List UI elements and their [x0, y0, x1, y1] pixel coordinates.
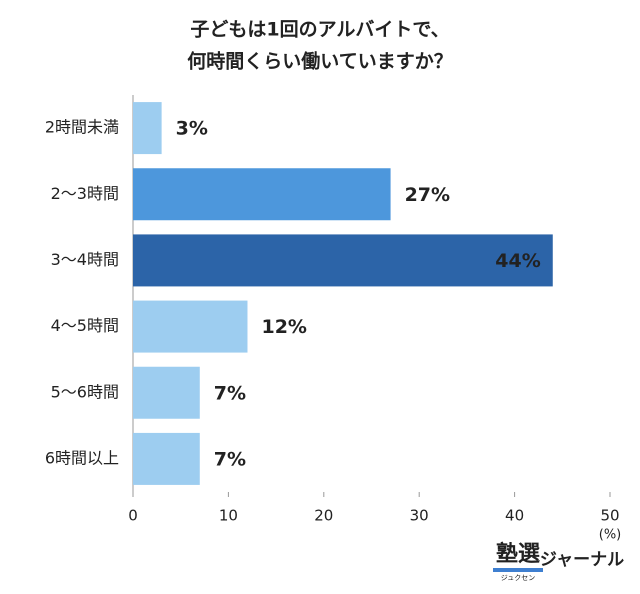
- y-tick-label: 2時間未満: [45, 118, 119, 137]
- bar: [133, 102, 162, 155]
- x-axis-label: (%): [599, 528, 622, 543]
- bar: [133, 300, 248, 353]
- x-tick-label: 50: [600, 507, 619, 525]
- value-label: 7%: [214, 448, 246, 470]
- logo-name: ジャーナル: [540, 550, 624, 570]
- value-label: 44%: [495, 250, 540, 272]
- chart-title: 何時間くらい働いていますか？: [187, 50, 452, 73]
- x-tick-label: 30: [410, 507, 429, 525]
- x-tick-label: 10: [219, 507, 238, 525]
- bar: [133, 234, 553, 287]
- logo-reading: ジュクセン: [501, 574, 536, 582]
- logo: 塾選 ジュクセン ジャーナル: [493, 541, 624, 582]
- y-tick-label: 2〜3時間: [51, 184, 119, 203]
- logo-bar: [493, 568, 543, 572]
- x-tick-label: 40: [505, 507, 524, 525]
- bar: [133, 366, 200, 419]
- x-tick-label: 0: [128, 507, 138, 525]
- value-label: 12%: [261, 316, 306, 338]
- x-tick-label: 20: [314, 507, 333, 525]
- bar: [133, 168, 391, 221]
- logo-mark: 塾選: [496, 541, 540, 567]
- y-tick-label: 3〜4時間: [51, 250, 119, 269]
- bar: [133, 432, 200, 485]
- value-label: 27%: [405, 184, 450, 206]
- y-tick-label: 4〜5時間: [51, 316, 119, 335]
- y-tick-label: 5〜6時間: [51, 382, 119, 401]
- value-label: 3%: [176, 118, 208, 140]
- chart-title: 子どもは1回のアルバイトで、: [190, 19, 449, 41]
- value-label: 7%: [214, 382, 246, 404]
- y-tick-label: 6時間以上: [45, 448, 119, 467]
